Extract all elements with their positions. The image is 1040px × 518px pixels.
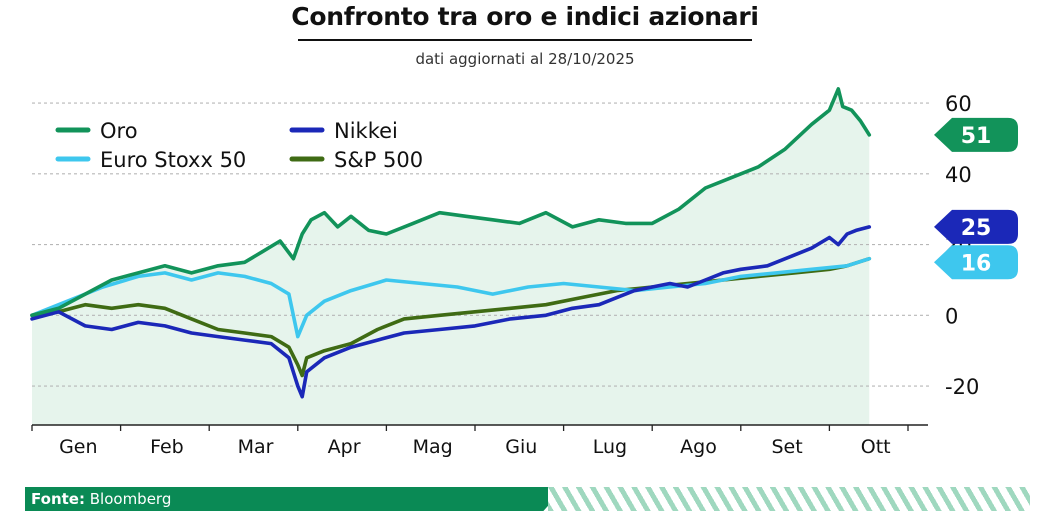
end-value-tag-nikkei — [934, 209, 1018, 244]
series-line-nikkei — [30, 225, 872, 399]
source-label: Fonte: — [31, 490, 85, 508]
end-value-label-euro_stoxx: 16 — [961, 251, 992, 276]
y-tick-label: 40 — [945, 163, 972, 187]
x-tick-label: Set — [771, 436, 802, 458]
x-tick-label: Giu — [505, 436, 537, 458]
end-value-tag-euro_stoxx — [934, 245, 1018, 280]
legend-label-oro: Oro — [100, 119, 138, 143]
x-tick-label: Apr — [328, 436, 361, 458]
decorative-hatch — [548, 487, 1030, 511]
y-tick-label: 60 — [945, 92, 972, 116]
series-line-euro_stoxx — [30, 256, 872, 339]
y-tick-label: 0 — [945, 304, 958, 328]
legend-label-nikkei: Nikkei — [334, 119, 398, 143]
legend-label-sp500: S&P 500 — [334, 148, 423, 172]
series-line-oro — [30, 87, 872, 318]
end-value-label-nikkei: 25 — [961, 216, 992, 241]
x-tick-label: Gen — [59, 436, 97, 458]
oro-area-fill — [32, 88, 870, 426]
title-underline — [298, 39, 752, 41]
end-value-label-oro: 51 — [961, 124, 992, 149]
x-tick-label: Lug — [593, 436, 627, 458]
x-tick-label: Ago — [680, 436, 717, 458]
end-value-tag-oro — [934, 117, 1018, 152]
chart-subtitle: dati aggiornati al 28/10/2025 — [415, 50, 635, 68]
legend-label-euro_stoxx: Euro Stoxx 50 — [100, 148, 246, 172]
chart-title: Confronto tra oro e indici azionari — [291, 2, 759, 31]
x-tick-label: Ott — [861, 436, 891, 458]
x-tick-label: Mag — [413, 436, 453, 458]
x-tick-label: Feb — [150, 436, 184, 458]
source-name: Bloomberg — [89, 490, 172, 508]
line-chart: 6040200-20GenFebMarAprMagGiuLugAgoSetOtt… — [30, 87, 1018, 458]
source-bar: Fonte: Bloomberg — [25, 487, 565, 511]
x-tick-label: Mar — [238, 436, 274, 458]
y-tick-label: -20 — [945, 375, 979, 399]
